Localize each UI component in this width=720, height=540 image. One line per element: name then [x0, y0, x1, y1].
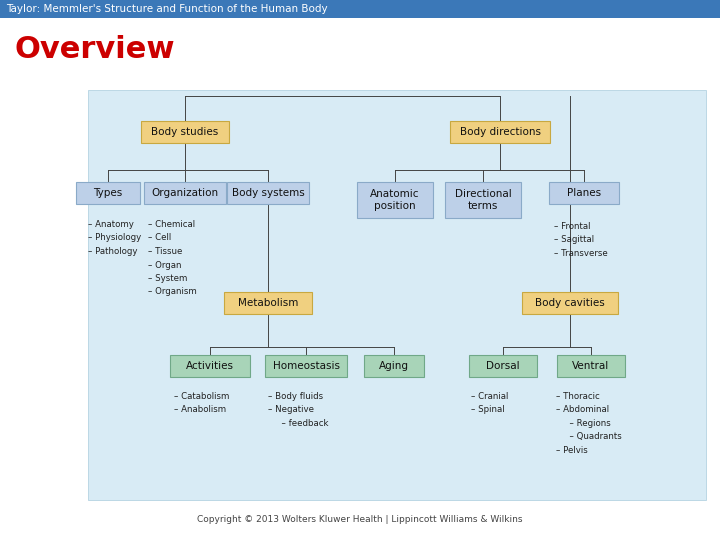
- Text: – Transverse: – Transverse: [554, 249, 608, 258]
- Text: Activities: Activities: [186, 361, 234, 371]
- Bar: [227, 182, 309, 204]
- Text: – Tissue: – Tissue: [148, 247, 182, 256]
- Text: Metabolism: Metabolism: [238, 298, 298, 308]
- Text: – Quadrants: – Quadrants: [564, 433, 622, 442]
- Text: – Cranial: – Cranial: [471, 392, 508, 401]
- Text: Anatomic
position: Anatomic position: [370, 189, 420, 211]
- Text: – Body fluids: – Body fluids: [268, 392, 323, 401]
- Bar: [522, 292, 618, 314]
- Text: – feedback: – feedback: [276, 419, 328, 428]
- Bar: [0, 0, 720, 18]
- Bar: [224, 292, 312, 314]
- Text: Body systems: Body systems: [232, 188, 305, 198]
- Bar: [450, 121, 550, 143]
- Text: – Pathology: – Pathology: [88, 247, 138, 256]
- Bar: [364, 355, 424, 377]
- Bar: [445, 182, 521, 218]
- Text: – Thoracic: – Thoracic: [556, 392, 600, 401]
- Bar: [557, 355, 625, 377]
- Bar: [265, 355, 347, 377]
- Text: – Spinal: – Spinal: [471, 406, 505, 415]
- Text: Body directions: Body directions: [459, 127, 541, 137]
- Text: Body studies: Body studies: [151, 127, 219, 137]
- Bar: [144, 182, 226, 204]
- Text: Homeostasis: Homeostasis: [272, 361, 340, 371]
- Text: Body cavities: Body cavities: [535, 298, 605, 308]
- Text: – Catabolism: – Catabolism: [174, 392, 230, 401]
- Text: Taylor: Memmler's Structure and Function of the Human Body: Taylor: Memmler's Structure and Function…: [6, 4, 328, 14]
- Text: – Physiology: – Physiology: [88, 233, 141, 242]
- Text: Dorsal: Dorsal: [486, 361, 520, 371]
- Text: – Abdominal: – Abdominal: [556, 406, 609, 415]
- Text: – Sagittal: – Sagittal: [554, 235, 594, 245]
- Text: – Organ: – Organ: [148, 260, 181, 269]
- Text: – Negative: – Negative: [268, 406, 314, 415]
- Bar: [469, 355, 537, 377]
- Text: – Anatomy: – Anatomy: [88, 220, 134, 229]
- Text: – Frontal: – Frontal: [554, 222, 590, 231]
- Text: Copyright © 2013 Wolters Kluwer Health | Lippincott Williams & Wilkins: Copyright © 2013 Wolters Kluwer Health |…: [197, 516, 523, 524]
- Text: – Anabolism: – Anabolism: [174, 406, 226, 415]
- Bar: [549, 182, 619, 204]
- Text: Planes: Planes: [567, 188, 601, 198]
- Bar: [88, 90, 706, 500]
- Text: – Cell: – Cell: [148, 233, 171, 242]
- Text: – Chemical: – Chemical: [148, 220, 195, 229]
- Text: Directional
terms: Directional terms: [454, 189, 511, 211]
- Text: Aging: Aging: [379, 361, 409, 371]
- Bar: [141, 121, 229, 143]
- Text: Organization: Organization: [151, 188, 219, 198]
- Bar: [76, 182, 140, 204]
- Bar: [357, 182, 433, 218]
- Text: Ventral: Ventral: [572, 361, 610, 371]
- Text: Types: Types: [94, 188, 122, 198]
- Text: Overview: Overview: [14, 35, 174, 64]
- Text: – Pelvis: – Pelvis: [556, 446, 588, 455]
- Bar: [170, 355, 250, 377]
- Text: – System: – System: [148, 274, 187, 283]
- Text: – Organism: – Organism: [148, 287, 197, 296]
- Text: – Regions: – Regions: [564, 419, 611, 428]
